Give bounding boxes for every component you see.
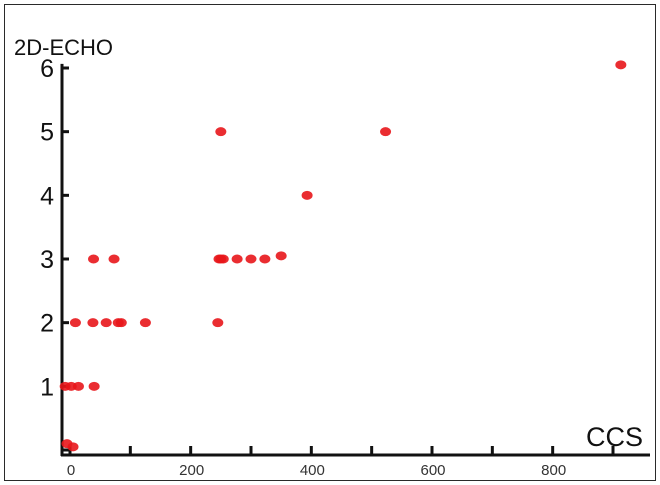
x-tick-label: 800 bbox=[541, 462, 566, 479]
data-point bbox=[100, 318, 112, 328]
y-tick-label: 3 bbox=[40, 246, 54, 274]
data-point bbox=[67, 442, 79, 452]
y-tick-label: 4 bbox=[40, 182, 54, 210]
data-point bbox=[108, 254, 120, 264]
data-point bbox=[215, 127, 227, 137]
data-point bbox=[139, 318, 151, 328]
data-point bbox=[259, 254, 271, 264]
x-tick-label: 400 bbox=[300, 462, 325, 479]
y-tick-label: 1 bbox=[40, 373, 54, 401]
data-point bbox=[88, 254, 100, 264]
x-tick-label: 200 bbox=[179, 462, 204, 479]
chart-frame bbox=[4, 4, 656, 481]
data-point bbox=[115, 318, 127, 328]
x-axis-title: CCS bbox=[586, 422, 643, 452]
x-tick-label: 0 bbox=[67, 462, 75, 479]
y-tick-label: 5 bbox=[40, 119, 54, 147]
data-point bbox=[72, 381, 84, 391]
axes bbox=[60, 63, 650, 457]
data-point bbox=[301, 190, 313, 200]
x-tick-label: 600 bbox=[420, 462, 445, 479]
data-point bbox=[212, 318, 224, 328]
data-point bbox=[217, 254, 229, 264]
data-point bbox=[275, 251, 287, 261]
data-point bbox=[380, 127, 392, 137]
data-point bbox=[88, 381, 100, 391]
y-ticks: 1 2 3 4 5 6 bbox=[40, 55, 69, 452]
y-tick-label: 6 bbox=[40, 55, 54, 83]
y-tick-label: 2 bbox=[40, 310, 54, 338]
data-point bbox=[245, 254, 257, 264]
data-point bbox=[87, 318, 99, 328]
data-points bbox=[59, 60, 627, 452]
data-point bbox=[69, 318, 81, 328]
data-point bbox=[615, 60, 627, 70]
y-axis-title: 2D-ECHO bbox=[14, 35, 113, 60]
x-ticks: 0 200 400 600 800 bbox=[67, 446, 615, 479]
data-point bbox=[231, 254, 243, 264]
